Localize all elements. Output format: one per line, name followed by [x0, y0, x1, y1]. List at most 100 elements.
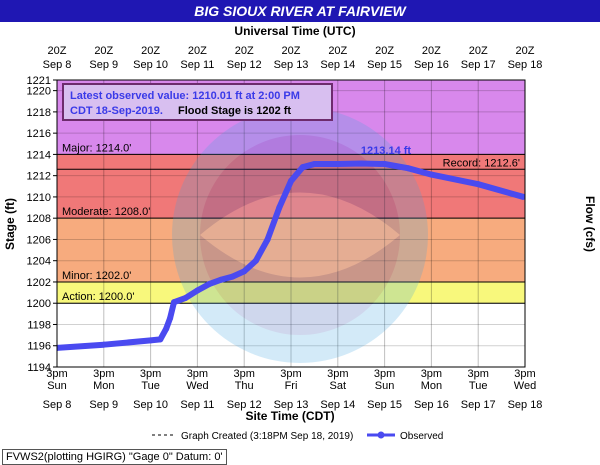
bottom-tick-day: Sun [375, 380, 395, 392]
top-tick-date: Sep 12 [227, 59, 262, 71]
bottom-tick-time: 3pm [93, 368, 114, 380]
top-tick-time: 20Z [235, 45, 254, 57]
bottom-tick-day: Fri [285, 380, 298, 392]
observed-point [252, 257, 259, 264]
top-tick-date: Sep 10 [133, 59, 168, 71]
y-tick-label: 1196 [27, 341, 51, 353]
bottom-tick-day: Wed [186, 380, 208, 392]
top-tick-date: Sep 17 [461, 59, 496, 71]
flood-category-label: Minor: 1202.0' [62, 270, 131, 282]
observed-point [229, 273, 236, 280]
bottom-tick-time: 3pm [280, 368, 301, 380]
top-tick-date: Sep 13 [274, 59, 309, 71]
observed-point [206, 281, 213, 288]
observed-point [182, 294, 189, 301]
observed-point [334, 160, 341, 167]
observed-point [147, 337, 154, 344]
flood-category-bands [57, 80, 525, 367]
y-tick-label: 1202 [27, 277, 51, 289]
y-tick-label: 1216 [27, 128, 51, 140]
top-tick-time: 20Z [469, 45, 488, 57]
legend-created-label: Graph Created (3:18PM Sep 18, 2019) [181, 431, 353, 442]
bottom-tick-day: Wed [514, 380, 536, 392]
bottom-tick-time: 3pm [374, 368, 395, 380]
legend: Graph Created (3:18PM Sep 18, 2019) Obse… [152, 431, 443, 442]
observed-point [171, 299, 177, 306]
latest-value-info-box: Latest observed value: 1210.01 ft at 2:0… [62, 83, 333, 121]
top-tick-date: Sep 8 [43, 59, 72, 71]
observed-point [276, 204, 283, 211]
y-tick-label: 1218 [27, 107, 51, 119]
bottom-tick-date: Sep 9 [89, 399, 118, 411]
observed-point [475, 181, 482, 188]
bottom-tick-date: Sep 17 [461, 399, 496, 411]
bottom-tick-day: Tue [469, 380, 488, 392]
flood-band-4 [57, 303, 525, 367]
bottom-tick-date: Sep 16 [414, 399, 449, 411]
observed-point [100, 341, 107, 348]
info-box-line2a: CDT 18-Sep-2019. [70, 105, 163, 117]
bottom-tick-date: Sep 13 [274, 399, 309, 411]
y-tick-label: 1212 [27, 171, 51, 183]
y-tick-label: 1220 [27, 86, 51, 98]
observed-point [264, 236, 271, 243]
top-tick-date: Sep 9 [89, 59, 118, 71]
top-axis-ticks: 20Z Sep 8 20Z Sep 9 20Z Sep 10 20Z Sep 11 20Z Sep… [43, 45, 543, 71]
observed-point [381, 160, 388, 167]
top-tick-time: 20Z [48, 45, 67, 57]
bottom-tick-day: Sun [47, 380, 67, 392]
bottom-tick-time: 3pm [514, 368, 535, 380]
bottom-tick-date: Sep 10 [133, 399, 168, 411]
y-tick-label: 1194 [27, 362, 51, 374]
bottom-tick-date: Sep 12 [227, 399, 262, 411]
y-tick-label: 1214 [27, 149, 51, 161]
flood-category-label: Record: 1212.6' [443, 157, 520, 169]
gage-datum-footer: FVWS2(plotting HGIRG) "Gage 0" Datum: 0' [2, 449, 227, 465]
observed-point [288, 177, 294, 184]
bottom-tick-date: Sep 11 [180, 399, 214, 411]
top-tick-date: Sep 11 [180, 59, 214, 71]
noaa-watermark-logo [172, 107, 428, 363]
legend-observed-marker [377, 431, 385, 439]
bottom-tick-time: 3pm [467, 368, 488, 380]
observed-point [194, 287, 201, 294]
top-tick-date: Sep 16 [414, 59, 449, 71]
observed-point [311, 160, 318, 167]
flood-category-label: Action: 1200.0' [62, 291, 134, 303]
flood-category-label: Major: 1214.0' [62, 142, 131, 154]
flood-band-3 [57, 281, 525, 304]
y-tick-label: 1198 [27, 319, 51, 331]
bottom-tick-day: Mon [421, 380, 442, 392]
info-box-line1: Latest observed value: 1210.01 ft at 2:0… [70, 90, 300, 102]
observed-point [57, 344, 60, 351]
info-box-frame [62, 83, 333, 121]
bottom-tick-day: Mon [93, 380, 114, 392]
observed-point [299, 164, 306, 171]
flood-category-labels: Major: 1214.0' Record: 1212.6' Moderate: 1… [62, 142, 520, 303]
top-tick-time: 20Z [375, 45, 394, 57]
top-tick-date: Sep 14 [320, 59, 355, 71]
y-tick-label: 1210 [27, 192, 51, 204]
y-tick-label: 1208 [27, 213, 51, 225]
observed-point [241, 268, 248, 275]
bottom-tick-time: 3pm [140, 368, 161, 380]
bottom-tick-date: Sep 8 [43, 399, 72, 411]
top-tick-time: 20Z [328, 45, 347, 57]
y-tick-label: 1204 [27, 256, 51, 268]
y-axis-title: Stage (ft) [3, 198, 17, 250]
bottom-tick-time: 3pm [421, 368, 442, 380]
chart-title-bar: BIG SIOUX RIVER AT FAIRVIEW [0, 0, 600, 22]
observed-series [57, 160, 525, 351]
flood-category-label: Moderate: 1208.0' [62, 206, 150, 218]
observed-point [520, 193, 525, 200]
top-tick-time: 20Z [282, 45, 301, 57]
bottom-tick-time: 3pm [233, 368, 254, 380]
bottom-tick-time: 3pm [187, 368, 208, 380]
observed-point [358, 160, 365, 167]
legend-observed-label: Observed [400, 431, 443, 442]
y-tick-label: 1200 [27, 298, 51, 310]
bottom-tick-day: Sat [330, 380, 347, 392]
observed-point [405, 165, 411, 172]
